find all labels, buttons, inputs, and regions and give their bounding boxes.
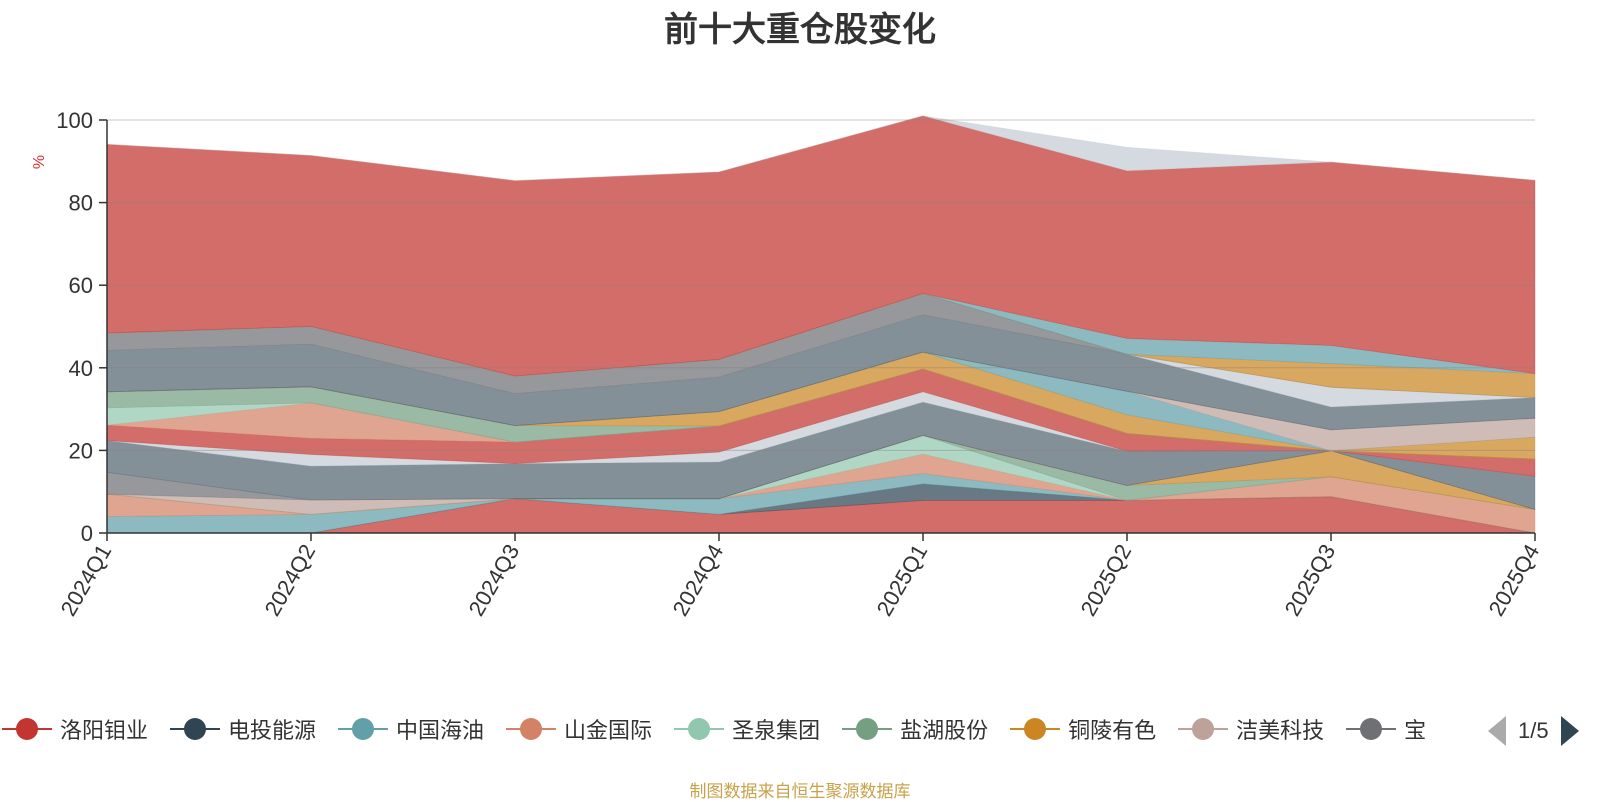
area-series-26: [106, 115, 1536, 377]
legend-label: 盐湖股份: [900, 718, 989, 743]
legend-label: 宝: [1404, 718, 1427, 743]
legend-marker-icon: [506, 717, 557, 741]
legend-marker-icon: [674, 717, 725, 741]
legend-marker-icon: [1178, 717, 1229, 741]
legend-marker-icon: [1010, 717, 1061, 741]
legend-marker-icon: [842, 717, 893, 741]
x-tick-label: 2024Q1: [56, 540, 117, 620]
legend-item[interactable]: 圣泉集团: [674, 712, 820, 746]
legend-pager: 1/5: [1488, 716, 1579, 746]
legend-label: 洁美科技: [1236, 718, 1325, 743]
legend-page-indicator: 1/5: [1518, 718, 1549, 743]
legend-next-page-arrow-icon[interactable]: [1560, 716, 1579, 746]
y-tick-label: 20: [69, 438, 93, 463]
y-tick-label: 40: [69, 356, 93, 381]
legend-item[interactable]: 山金国际: [506, 712, 652, 746]
x-tick-label: 2025Q2: [1076, 540, 1137, 620]
legend-prev-page-arrow-icon[interactable]: [1488, 716, 1506, 746]
y-tick-label: 0: [81, 521, 93, 546]
legend-label: 山金国际: [564, 718, 653, 743]
legend-marker-icon: [2, 717, 52, 741]
area-series-27: [106, 115, 1536, 182]
legend-item[interactable]: 洛阳钼业: [2, 712, 148, 746]
legend-label: 圣泉集团: [732, 718, 821, 743]
grid-lines: [107, 119, 1535, 451]
legend-label: 洛阳钼业: [60, 718, 149, 743]
legend-item[interactable]: 铜陵有色: [1010, 712, 1156, 746]
legend-marker-icon: [170, 717, 221, 741]
stacked-area-chart: 0 20 40 60 80 100 2024Q1 2024Q2 2024Q3 2024Q4 2025…: [31, 108, 1545, 620]
legend-item[interactable]: 电投能源: [170, 712, 316, 746]
y-tick-label: 100: [56, 108, 93, 133]
legend-item[interactable]: 中国海油: [338, 712, 484, 746]
legend-marker-icon: [1346, 717, 1397, 741]
legend-label: 铜陵有色: [1068, 718, 1157, 743]
legend-item[interactable]: 洁美科技: [1178, 712, 1324, 746]
legend-marker-icon: [338, 717, 389, 741]
x-tick-label: 2025Q4: [1484, 540, 1545, 620]
legend-item[interactable]: 盐湖股份: [842, 712, 988, 746]
legend-item[interactable]: 宝: [1346, 712, 1426, 746]
y-tick-label: 80: [69, 191, 93, 216]
x-tick-label: 2025Q1: [872, 540, 933, 620]
x-tick-label: 2024Q2: [260, 540, 321, 620]
area-series-group: [106, 115, 1536, 534]
y-tick-label: 60: [69, 273, 93, 298]
data-source-note: 制图数据来自恒生聚源数据库: [689, 782, 911, 801]
chart-title: 前十大重仓股变化: [664, 11, 936, 49]
legend: 洛阳钼业 电投能源 中国海油 山金国际 圣泉集团 盐湖股份 铜陵有色 洁美科技 宝: [0, 712, 1482, 746]
legend-label: 电投能源: [228, 718, 317, 743]
y-axis-unit-label: %: [31, 155, 48, 169]
x-tick-label: 2024Q4: [668, 540, 729, 620]
x-tick-label: 2024Q3: [464, 540, 525, 620]
legend-label: 中国海油: [396, 718, 485, 743]
x-tick-label: 2025Q3: [1280, 540, 1341, 620]
